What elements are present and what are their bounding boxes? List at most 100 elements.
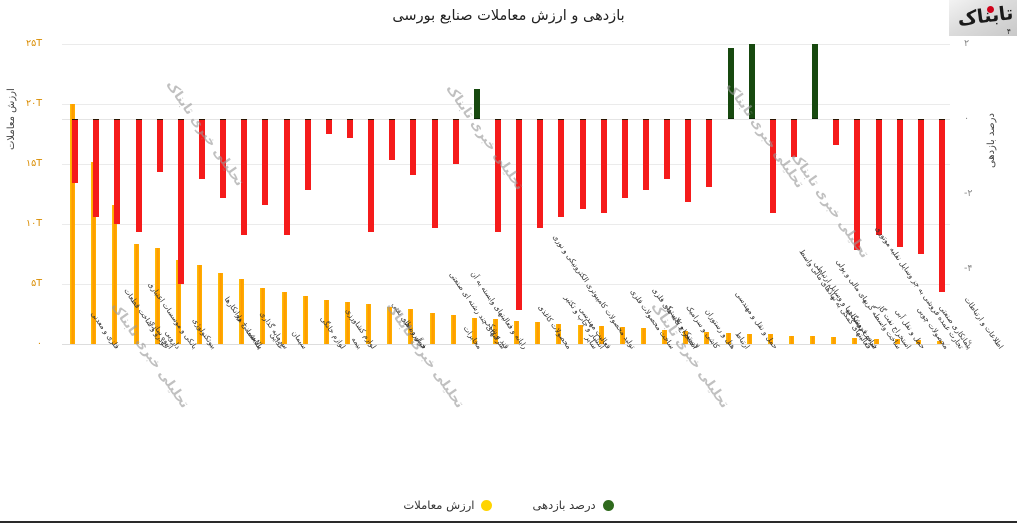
return-bar-negative[interactable] bbox=[389, 119, 396, 161]
value-bar[interactable] bbox=[302, 296, 308, 344]
return-bar-negative[interactable] bbox=[664, 119, 671, 179]
return-bar-negative[interactable] bbox=[135, 119, 142, 232]
value-bar[interactable] bbox=[387, 306, 393, 344]
value-bar[interactable] bbox=[936, 341, 942, 344]
return-bar-positive[interactable] bbox=[812, 44, 819, 119]
right-tick-label: -۶ bbox=[964, 338, 973, 349]
return-bar-negative[interactable] bbox=[325, 119, 332, 134]
value-bar[interactable] bbox=[154, 248, 160, 344]
value-bar[interactable] bbox=[196, 264, 202, 344]
legend-swatch-icon bbox=[481, 499, 493, 511]
value-bar[interactable] bbox=[344, 302, 350, 344]
legend-label: درصد بازدهی bbox=[532, 498, 596, 512]
value-bar[interactable] bbox=[619, 327, 625, 344]
value-bar[interactable] bbox=[323, 299, 329, 344]
return-bar-negative[interactable] bbox=[220, 119, 227, 198]
return-bar-negative[interactable] bbox=[177, 119, 184, 284]
left-tick-label: ۵T bbox=[31, 278, 42, 289]
value-bar[interactable] bbox=[556, 323, 562, 344]
return-bar-negative[interactable] bbox=[241, 119, 248, 236]
value-bar[interactable] bbox=[640, 328, 646, 344]
return-bar-negative[interactable] bbox=[410, 119, 417, 176]
return-bar-negative[interactable] bbox=[600, 119, 607, 213]
left-tick-label: ۰ bbox=[36, 338, 42, 349]
return-bar-negative[interactable] bbox=[938, 119, 945, 292]
value-bar[interactable] bbox=[683, 330, 689, 344]
return-bar-negative[interactable] bbox=[685, 119, 692, 202]
value-bar[interactable] bbox=[873, 338, 879, 344]
return-bar-negative[interactable] bbox=[262, 119, 269, 206]
return-bar-negative[interactable] bbox=[346, 119, 353, 138]
return-bar-negative[interactable] bbox=[283, 119, 290, 236]
return-bar-negative[interactable] bbox=[516, 119, 523, 311]
left-tick-label: ۱۵T bbox=[25, 158, 42, 169]
value-bar[interactable] bbox=[514, 320, 520, 344]
return-bar-negative[interactable] bbox=[706, 119, 713, 187]
return-bar-positive[interactable] bbox=[748, 44, 755, 119]
value-bar[interactable] bbox=[810, 336, 816, 344]
return-bar-negative[interactable] bbox=[452, 119, 459, 164]
return-bar-negative[interactable] bbox=[769, 119, 776, 213]
left-tick-label: ۲۰T bbox=[25, 98, 42, 109]
value-bar[interactable] bbox=[662, 329, 668, 344]
value-bar[interactable] bbox=[260, 287, 266, 344]
value-bar[interactable] bbox=[133, 244, 139, 344]
return-bar-negative[interactable] bbox=[579, 119, 586, 209]
value-bar[interactable] bbox=[704, 332, 710, 344]
return-bar-negative[interactable] bbox=[875, 119, 882, 236]
value-bar[interactable] bbox=[450, 315, 456, 344]
return-bar-negative[interactable] bbox=[537, 119, 544, 228]
value-bar[interactable] bbox=[408, 309, 414, 344]
return-bar-negative[interactable] bbox=[93, 119, 100, 217]
return-bar-negative[interactable] bbox=[494, 119, 501, 232]
return-bar-negative[interactable] bbox=[896, 119, 903, 247]
return-bar-negative[interactable] bbox=[72, 119, 79, 183]
return-bar-negative[interactable] bbox=[198, 119, 205, 179]
value-bar[interactable] bbox=[239, 279, 245, 344]
right-tick-label: ۰ bbox=[964, 113, 970, 124]
value-bar[interactable] bbox=[915, 340, 921, 344]
return-bar-negative[interactable] bbox=[917, 119, 924, 254]
value-bar[interactable] bbox=[492, 318, 498, 344]
return-bar-negative[interactable] bbox=[368, 119, 375, 232]
left-tick-label: ۱۰T bbox=[25, 218, 42, 229]
value-bar[interactable] bbox=[577, 324, 583, 344]
value-bar[interactable] bbox=[112, 204, 118, 344]
value-bar[interactable] bbox=[746, 333, 752, 344]
return-bar-negative[interactable] bbox=[558, 119, 565, 217]
value-bar[interactable] bbox=[598, 326, 604, 344]
return-bar-negative[interactable] bbox=[833, 119, 840, 146]
return-bar-negative[interactable] bbox=[304, 119, 311, 191]
value-bar[interactable] bbox=[471, 317, 477, 344]
return-bar-negative[interactable] bbox=[621, 119, 628, 198]
value-bar[interactable] bbox=[767, 334, 773, 344]
site-logo[interactable]: تابناک ۴ bbox=[949, 0, 1017, 36]
legend-value[interactable]: ارزش معاملات bbox=[403, 498, 493, 512]
return-bar-negative[interactable] bbox=[431, 119, 438, 228]
right-tick-label: -۴ bbox=[964, 263, 973, 274]
return-bar-negative[interactable] bbox=[790, 119, 797, 157]
value-bar[interactable] bbox=[175, 260, 181, 344]
value-bar[interactable] bbox=[429, 312, 435, 344]
value-bar[interactable] bbox=[281, 292, 287, 344]
return-bar-negative[interactable] bbox=[642, 119, 649, 191]
value-bar[interactable] bbox=[91, 161, 97, 344]
value-bar[interactable] bbox=[70, 104, 76, 344]
value-bar[interactable] bbox=[788, 335, 794, 344]
return-bar-negative[interactable] bbox=[156, 119, 163, 172]
value-bar[interactable] bbox=[725, 332, 731, 344]
value-bar[interactable] bbox=[831, 336, 837, 344]
return-bar-positive[interactable] bbox=[473, 89, 480, 119]
legend-return[interactable]: درصد بازدهی bbox=[532, 498, 614, 512]
chart-plot-area bbox=[62, 44, 950, 345]
value-bar[interactable] bbox=[366, 304, 372, 344]
return-bar-negative[interactable] bbox=[114, 119, 121, 224]
value-bar[interactable] bbox=[535, 322, 541, 344]
gridline bbox=[62, 224, 950, 225]
return-bar-negative[interactable] bbox=[854, 119, 861, 251]
value-bar[interactable] bbox=[852, 338, 858, 344]
value-bar[interactable] bbox=[894, 339, 900, 344]
return-bar-positive[interactable] bbox=[727, 47, 734, 119]
value-bar[interactable] bbox=[218, 273, 224, 344]
